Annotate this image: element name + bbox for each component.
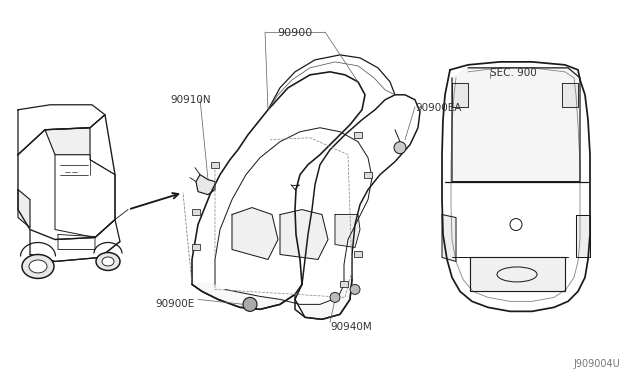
- Polygon shape: [192, 72, 365, 310]
- Polygon shape: [335, 215, 360, 247]
- Polygon shape: [45, 128, 90, 155]
- Polygon shape: [192, 279, 352, 319]
- Text: 90900E: 90900E: [156, 299, 195, 310]
- Polygon shape: [215, 128, 372, 304]
- Text: 90900EA: 90900EA: [415, 103, 461, 113]
- Circle shape: [350, 285, 360, 294]
- Text: 90910N: 90910N: [170, 95, 211, 105]
- Polygon shape: [55, 155, 115, 237]
- Circle shape: [243, 297, 257, 311]
- Polygon shape: [442, 62, 590, 311]
- FancyBboxPatch shape: [364, 171, 372, 178]
- Polygon shape: [18, 115, 115, 240]
- Polygon shape: [30, 219, 120, 262]
- Polygon shape: [196, 174, 215, 195]
- Circle shape: [330, 292, 340, 302]
- Ellipse shape: [22, 254, 54, 278]
- Text: 90900: 90900: [277, 28, 312, 38]
- Polygon shape: [452, 83, 468, 107]
- Text: 90940M: 90940M: [330, 323, 372, 332]
- Polygon shape: [280, 209, 328, 259]
- Text: J909004U: J909004U: [573, 359, 620, 369]
- Polygon shape: [470, 257, 565, 291]
- FancyBboxPatch shape: [211, 162, 219, 168]
- Polygon shape: [452, 68, 580, 182]
- Polygon shape: [18, 105, 105, 155]
- Polygon shape: [232, 208, 278, 259]
- FancyBboxPatch shape: [340, 282, 348, 288]
- Polygon shape: [442, 215, 456, 262]
- Polygon shape: [576, 215, 590, 257]
- Polygon shape: [562, 83, 578, 107]
- FancyBboxPatch shape: [354, 251, 362, 257]
- Ellipse shape: [96, 253, 120, 270]
- Text: SEC. 900: SEC. 900: [490, 68, 537, 78]
- FancyBboxPatch shape: [192, 209, 200, 215]
- Circle shape: [394, 142, 406, 154]
- FancyBboxPatch shape: [354, 132, 362, 138]
- Polygon shape: [295, 95, 420, 319]
- Ellipse shape: [102, 257, 114, 266]
- FancyBboxPatch shape: [192, 244, 200, 250]
- Polygon shape: [18, 190, 30, 228]
- Ellipse shape: [29, 260, 47, 273]
